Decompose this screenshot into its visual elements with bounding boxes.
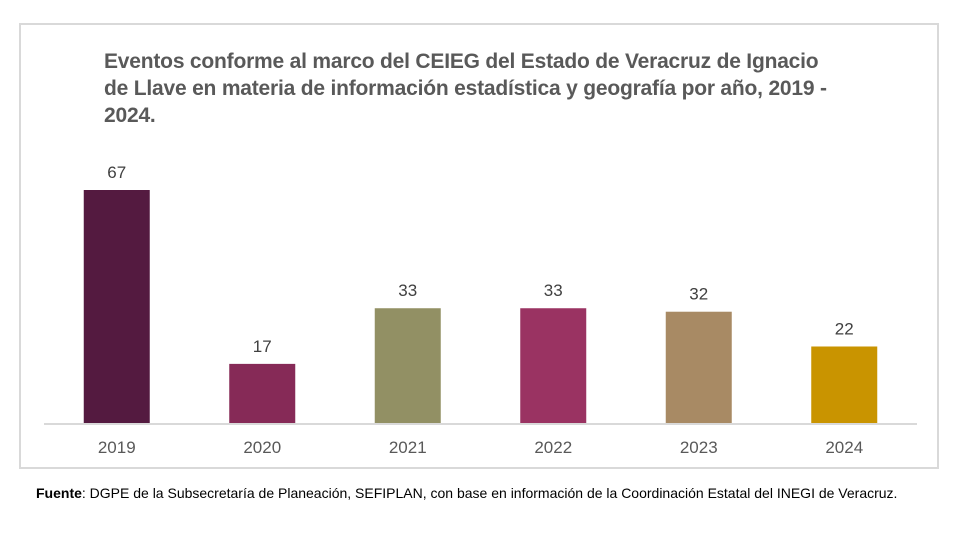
source-note: Fuente: DGPE de la Subsecretaría de Plan… xyxy=(36,483,936,503)
chart-frame xyxy=(19,23,939,469)
x-tick-label-2019: 2019 xyxy=(98,438,136,457)
value-label-2022: 33 xyxy=(544,281,563,300)
value-label-2023: 32 xyxy=(689,285,708,304)
bar-2022 xyxy=(520,308,587,423)
source-text: : DGPE de la Subsecretaría de Planeación… xyxy=(81,485,898,501)
x-tick-label-2023: 2023 xyxy=(680,438,718,457)
value-labels-group: 67 17 33 33 32 22 xyxy=(107,163,853,356)
bar-2020 xyxy=(229,363,296,423)
value-label-2024: 22 xyxy=(835,319,854,338)
bars-group xyxy=(83,190,878,423)
value-label-2019: 67 xyxy=(107,163,126,182)
value-label-2020: 17 xyxy=(253,337,272,356)
x-tick-labels-group: 2019 2020 2021 2022 2023 2024 xyxy=(98,438,863,457)
chart-title: Eventos conforme al marco del CEIEG del … xyxy=(104,50,827,127)
x-tick-label-2020: 2020 xyxy=(243,438,281,457)
bar-2023 xyxy=(665,311,732,423)
source-label: Fuente xyxy=(36,485,82,501)
x-tick-label-2024: 2024 xyxy=(825,438,863,457)
value-label-2021: 33 xyxy=(398,281,417,300)
x-tick-label-2022: 2022 xyxy=(534,438,572,457)
x-tick-label-2021: 2021 xyxy=(389,438,427,457)
bar-2021 xyxy=(374,308,441,423)
bar-2019 xyxy=(83,190,150,423)
bar-2024 xyxy=(811,346,878,423)
